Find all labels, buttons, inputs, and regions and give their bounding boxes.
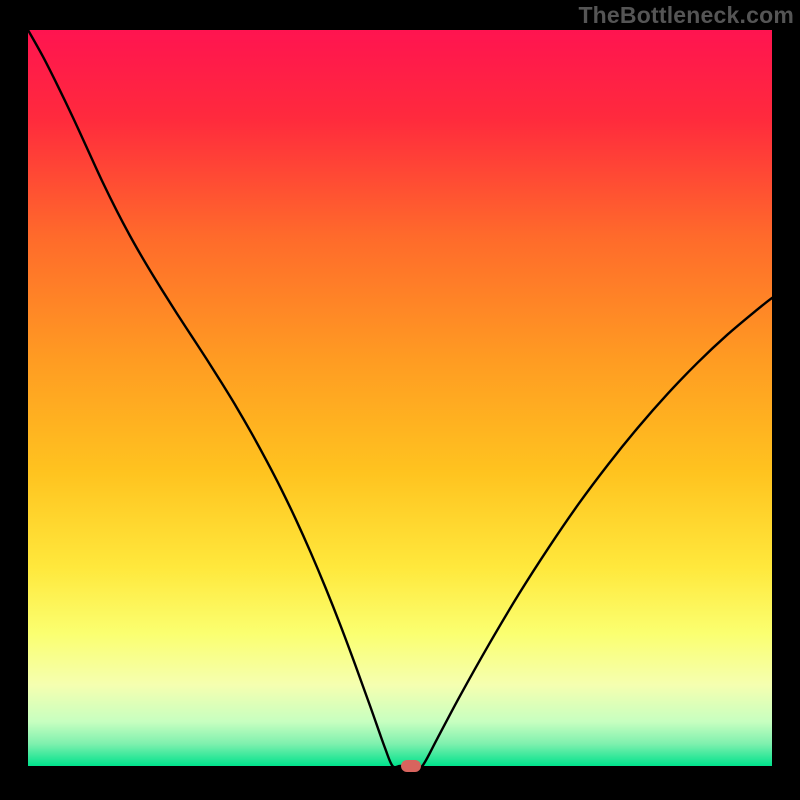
bottleneck-marker — [401, 760, 421, 772]
chart-frame: TheBottleneck.com — [0, 0, 800, 800]
watermark-text: TheBottleneck.com — [578, 2, 794, 29]
bottleneck-curve-chart — [0, 0, 800, 800]
plot-background — [28, 30, 772, 766]
